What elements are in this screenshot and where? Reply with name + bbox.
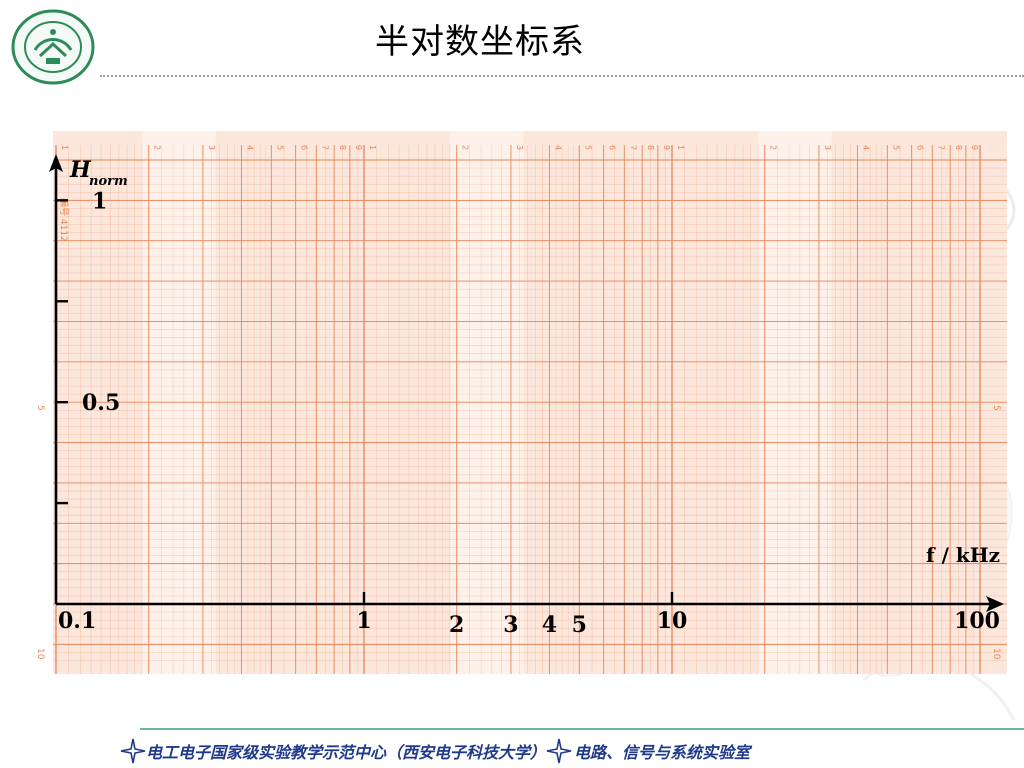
axes [49,154,1004,612]
paper-scale-label: 2 [461,145,470,150]
paper-scale-label: 2 [153,145,162,150]
x-tick-label: 4 [542,612,557,638]
x-tick-label: 10 [657,608,688,634]
paper-scale-label: 5 [583,145,592,150]
grid-major [53,145,1007,674]
y-axis-arrow [49,154,63,172]
y-axis-title-subscript: norm [89,174,128,189]
paper-scale-label: 1 [60,145,69,150]
paper-margin-label: 10 [991,648,1001,660]
x-tick-label: 3 [503,612,518,638]
paper-scale-label: 4 [861,145,870,150]
x-tick-label: 2 [449,612,464,638]
paper-scale-label: 7 [628,145,637,150]
paper-scale-label: 9 [970,145,979,150]
paper-scale-label: 4 [245,145,254,150]
paper-scale-label: 8 [646,145,655,150]
title-divider [100,75,1024,77]
star-divider-icon [546,738,572,764]
paper-scale-label: 5 [275,145,284,150]
footer: 电工电子国家级实验教学示范中心（西安电子科技大学） 电路、信号与系统实验室 [120,738,1020,764]
university-logo-icon [11,9,95,85]
y-axis-title: H [69,157,92,183]
paper-scale-label: 4 [553,145,562,150]
x-tick-label: 0.1 [58,608,96,634]
x-tick-label: 1 [356,608,371,634]
x-tick-label: 5 [572,612,587,638]
paper-scale-label: 3 [515,145,524,150]
x-axis-title: f / kHz [926,543,1000,567]
paper-scale-label: 3 [207,145,216,150]
paper-scale-label: 7 [320,145,329,150]
paper-sheet-code: 编号 4112 [58,198,70,242]
paper-margin-label: 5 [35,405,45,411]
paper-scale-label: 1 [676,145,685,150]
footer-divider [140,728,1024,730]
paper-scale-label: 8 [338,145,347,150]
paper-scale-label: 1 [368,145,377,150]
ticks [56,199,674,604]
paper-scale-label: 2 [769,145,778,150]
paper-scale-label: 3 [823,145,832,150]
x-tick-label: 100 [954,608,1000,634]
paper-scale-label: 9 [662,145,671,150]
footer-center-name: 电工电子国家级实验教学示范中心（西安电子科技大学） [146,743,547,762]
paper-margin-label: 10 [35,648,45,660]
paper-scale-label: 9 [354,145,363,150]
paper-margin-label: 5 [991,405,1001,411]
y-tick-label: 1 [92,188,107,214]
paper-scale-label: 8 [954,145,963,150]
y-tick-label: 0.5 [82,390,120,416]
paper-scale-label: 5 [891,145,900,150]
paper-scale-label: 6 [916,145,925,150]
paper-scale-label: 7 [936,145,945,150]
paper-scale-label: 6 [608,145,617,150]
footer-lab-name: 电路、信号与系统实验室 [574,743,751,762]
x-axis-arrow [986,596,1004,612]
page-title: 半对数坐标系 [375,22,585,62]
paper-scale-label: 6 [300,145,309,150]
star-divider-icon [120,738,146,764]
